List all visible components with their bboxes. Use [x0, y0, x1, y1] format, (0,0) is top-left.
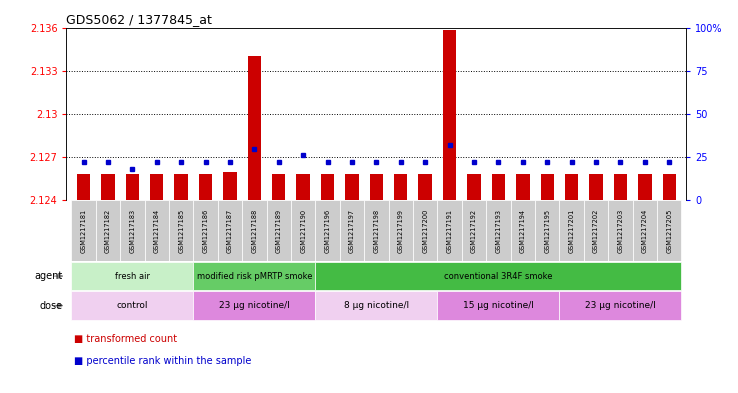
Bar	[72, 200, 96, 261]
Bar	[218, 200, 242, 261]
Bar	[418, 174, 432, 200]
Text: GSM1217188: GSM1217188	[252, 209, 258, 253]
Bar	[193, 200, 218, 261]
Bar	[632, 200, 657, 261]
Bar	[638, 174, 652, 200]
Bar	[120, 200, 145, 261]
Bar	[565, 174, 579, 200]
Bar	[389, 200, 413, 261]
Text: GSM1217186: GSM1217186	[202, 209, 209, 253]
Text: ■ percentile rank within the sample: ■ percentile rank within the sample	[74, 356, 251, 365]
Bar	[413, 200, 438, 261]
Bar	[657, 200, 681, 261]
Bar	[462, 200, 486, 261]
Bar	[315, 262, 681, 290]
Bar	[345, 174, 359, 200]
Text: GSM1217181: GSM1217181	[80, 209, 86, 253]
Text: GSM1217194: GSM1217194	[520, 209, 525, 253]
Bar	[77, 174, 90, 200]
Text: GSM1217193: GSM1217193	[495, 209, 501, 253]
Bar	[145, 200, 169, 261]
Bar	[291, 200, 315, 261]
Text: GSM1217199: GSM1217199	[398, 209, 404, 253]
Bar	[339, 200, 364, 261]
Text: GSM1217205: GSM1217205	[666, 209, 672, 253]
Bar	[467, 174, 480, 200]
Bar	[590, 174, 603, 200]
Bar	[394, 174, 407, 200]
Bar	[315, 200, 339, 261]
Text: GSM1217190: GSM1217190	[300, 209, 306, 253]
Bar	[248, 56, 261, 200]
Text: GSM1217195: GSM1217195	[544, 209, 551, 253]
Text: GSM1217203: GSM1217203	[618, 209, 624, 253]
Bar	[150, 174, 163, 200]
Text: modified risk pMRTP smoke: modified risk pMRTP smoke	[196, 272, 312, 281]
Bar	[370, 174, 383, 200]
Text: 23 μg nicotine/l: 23 μg nicotine/l	[585, 301, 656, 310]
Bar	[540, 174, 554, 200]
Text: fresh air: fresh air	[115, 272, 150, 281]
Bar	[101, 174, 114, 200]
Text: 8 μg nicotine/l: 8 μg nicotine/l	[344, 301, 409, 310]
Bar	[559, 200, 584, 261]
Bar	[96, 200, 120, 261]
Bar	[223, 172, 237, 200]
Text: GSM1217187: GSM1217187	[227, 209, 233, 253]
Bar	[511, 200, 535, 261]
Bar	[516, 174, 530, 200]
Text: control: control	[117, 301, 148, 310]
Bar	[535, 200, 559, 261]
Bar	[364, 200, 389, 261]
Text: GSM1217182: GSM1217182	[105, 209, 111, 253]
Bar	[242, 200, 266, 261]
Bar	[72, 262, 193, 290]
Text: GSM1217201: GSM1217201	[569, 209, 575, 253]
Text: GSM1217200: GSM1217200	[422, 209, 428, 253]
Bar	[193, 291, 315, 320]
Text: GSM1217197: GSM1217197	[349, 209, 355, 253]
Bar	[584, 200, 608, 261]
Bar	[663, 174, 676, 200]
Bar	[193, 262, 315, 290]
Bar	[486, 200, 511, 261]
Bar	[72, 291, 193, 320]
Bar	[559, 291, 681, 320]
Bar	[438, 291, 559, 320]
Bar	[608, 200, 632, 261]
Text: 23 μg nicotine/l: 23 μg nicotine/l	[219, 301, 290, 310]
Bar	[438, 200, 462, 261]
Bar	[614, 174, 627, 200]
Text: GSM1217204: GSM1217204	[642, 209, 648, 253]
Text: GSM1217184: GSM1217184	[154, 209, 159, 253]
Text: GSM1217196: GSM1217196	[325, 209, 331, 253]
Text: agent: agent	[35, 271, 63, 281]
Text: GSM1217189: GSM1217189	[276, 209, 282, 253]
Bar	[174, 174, 188, 200]
Bar	[443, 30, 456, 200]
Text: GSM1217202: GSM1217202	[593, 209, 599, 253]
Bar	[315, 291, 438, 320]
Text: conventional 3R4F smoke: conventional 3R4F smoke	[444, 272, 553, 281]
Text: GSM1217191: GSM1217191	[446, 209, 452, 253]
Bar	[169, 200, 193, 261]
Text: GSM1217183: GSM1217183	[129, 209, 135, 253]
Bar	[199, 174, 213, 200]
Text: GSM1217198: GSM1217198	[373, 209, 379, 253]
Text: GSM1217192: GSM1217192	[471, 209, 477, 253]
Text: GSM1217185: GSM1217185	[178, 209, 184, 253]
Bar	[125, 174, 139, 200]
Bar	[297, 174, 310, 200]
Bar	[266, 200, 291, 261]
Bar	[492, 174, 505, 200]
Bar	[272, 174, 286, 200]
Text: dose: dose	[40, 301, 63, 310]
Text: ■ transformed count: ■ transformed count	[74, 334, 177, 344]
Text: GDS5062 / 1377845_at: GDS5062 / 1377845_at	[66, 13, 213, 26]
Bar	[321, 174, 334, 200]
Text: 15 μg nicotine/l: 15 μg nicotine/l	[463, 301, 534, 310]
